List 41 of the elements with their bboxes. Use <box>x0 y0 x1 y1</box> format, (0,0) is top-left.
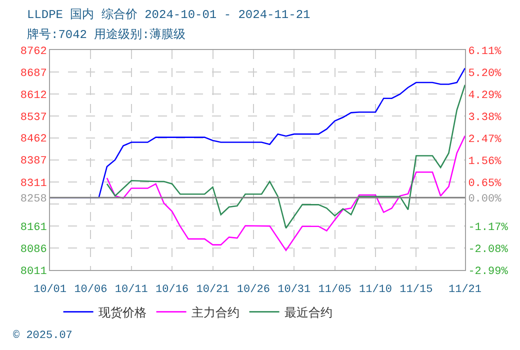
y-tick-label: 8612 <box>20 90 47 102</box>
y2-tick-label: -1.17% <box>468 222 508 234</box>
chart-subtitle: 牌号:7042 用途级别:薄膜级 <box>27 28 186 42</box>
y-tick-label: 8687 <box>20 68 47 80</box>
x-tick-label: 11/21 <box>448 284 482 296</box>
y2-tick-label: 4.29% <box>468 90 502 102</box>
y-tick-label: 8161 <box>20 222 48 234</box>
x-tick-label: 10/11 <box>114 284 148 296</box>
x-tick-label: 11/05 <box>318 284 352 296</box>
x-tick-label: 10/16 <box>156 284 189 296</box>
y2-tick-label: 0.65% <box>468 178 502 190</box>
y2-tick-label: -2.08% <box>468 244 508 256</box>
y-tick-label: 8311 <box>20 178 48 190</box>
x-tick-label: 10/01 <box>33 284 67 296</box>
line-series <box>106 135 465 252</box>
x-tick-label: 10/26 <box>236 284 270 296</box>
y-tick-label: 8462 <box>20 134 47 146</box>
chart-title: LLDPE 国内 综合价 2024-10-01 - 2024-11-21 <box>27 7 310 22</box>
y2-tick-label: 0.00% <box>468 194 502 206</box>
y-tick-label: 8011 <box>20 266 48 278</box>
legend-label: 现货价格 <box>98 306 146 320</box>
y2-tick-label: -2.99% <box>468 266 508 278</box>
x-tick-label: 11/15 <box>400 284 433 296</box>
legend-label: 主力合约 <box>191 305 240 320</box>
y-tick-label: 8387 <box>20 156 47 168</box>
text: © 2025.07 <box>13 330 72 342</box>
x-tick-label: 10/31 <box>278 284 312 296</box>
y-tick-label: 8258 <box>20 193 47 206</box>
x-tick-label: 10/21 <box>196 284 230 296</box>
y2-tick-label: 5.20% <box>468 68 502 80</box>
y2-tick-label: 6.11% <box>468 46 502 58</box>
y-tick-label: 8537 <box>20 112 47 124</box>
y2-tick-label: 1.56% <box>468 156 502 168</box>
legend-label: 最近合约 <box>284 306 332 320</box>
y2-tick-label: 3.38% <box>468 112 502 124</box>
y2-tick-label: 2.47% <box>468 134 502 146</box>
line-series <box>106 84 465 229</box>
x-tick-label: 11/10 <box>358 284 392 296</box>
x-tick-label: 10/06 <box>74 284 108 296</box>
y-tick-label: 8086 <box>20 244 47 256</box>
y-tick-label: 8762 <box>20 46 47 58</box>
